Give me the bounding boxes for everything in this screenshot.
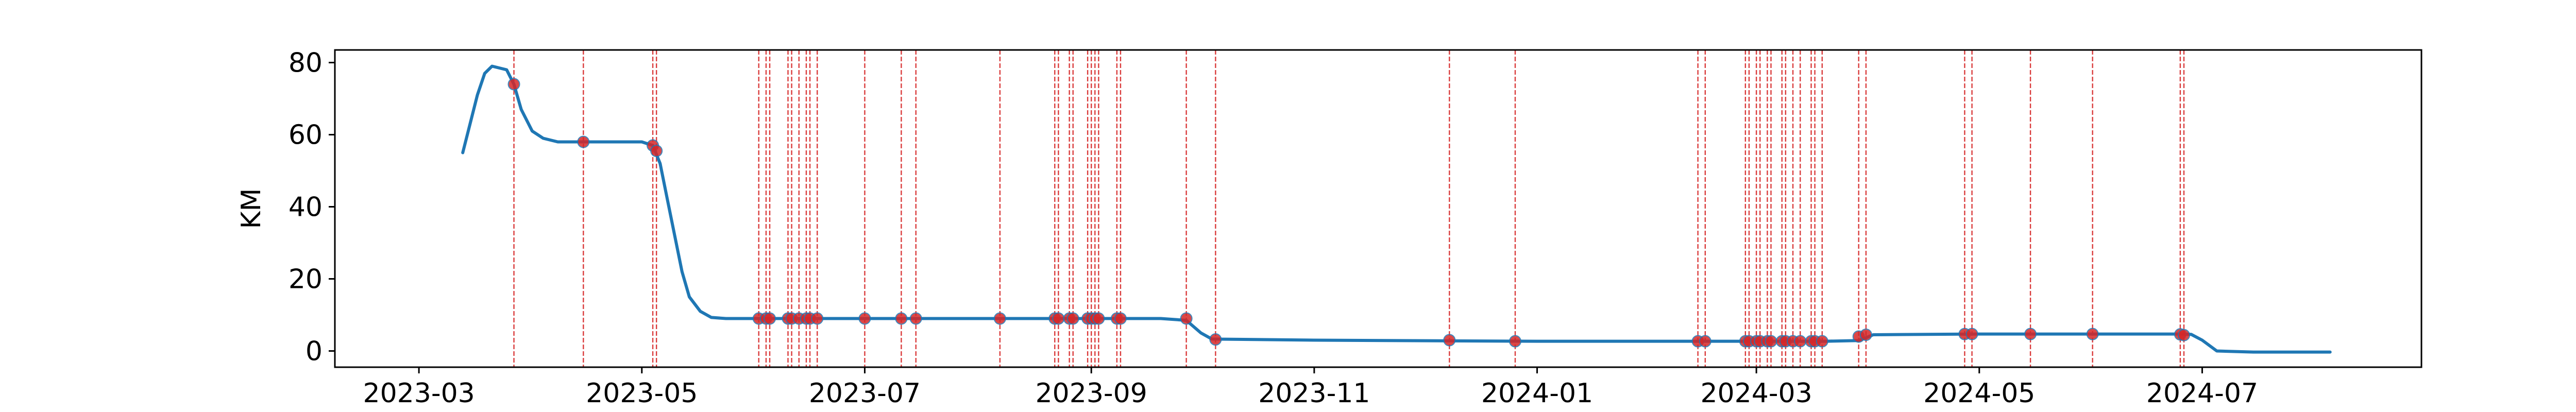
data-marker: [1816, 335, 1828, 348]
x-axis: 2023-03 2023-05 2023-07 2023-09 2023-11 2024-…: [363, 367, 2258, 409]
data-marker: [1699, 335, 1711, 348]
markers: [507, 78, 2190, 348]
data-marker: [993, 312, 1006, 325]
y-tick-label: 60: [289, 120, 323, 151]
series-layer: [461, 64, 2332, 354]
data-marker: [1209, 333, 1222, 346]
x-tick-label: 2023-07: [809, 378, 921, 409]
data-marker: [1052, 312, 1065, 325]
x-tick-label: 2023-05: [586, 378, 698, 409]
x-tick-label: 2024-03: [1700, 378, 1812, 409]
data-marker: [2024, 328, 2037, 340]
series-line: [461, 64, 2332, 354]
data-marker: [650, 145, 663, 157]
y-tick-label: 80: [289, 48, 323, 79]
data-marker: [1859, 329, 1872, 341]
data-marker: [1765, 335, 1777, 348]
x-tick-label: 2023-03: [363, 378, 474, 409]
x-tick-label: 2024-07: [2146, 378, 2258, 409]
data-marker: [1965, 328, 1978, 340]
data-marker: [507, 78, 520, 91]
data-marker: [2086, 328, 2099, 340]
y-tick-label: 0: [306, 336, 323, 367]
data-marker: [1066, 312, 1079, 325]
data-marker: [858, 312, 871, 325]
x-tick-label: 2023-09: [1036, 378, 1147, 409]
data-marker: [577, 135, 590, 148]
data-marker: [1443, 334, 1456, 347]
x-tick-label: 2024-01: [1481, 378, 1593, 409]
data-marker: [1180, 312, 1193, 325]
data-marker: [1794, 335, 1807, 348]
plot-frame: [334, 49, 2422, 368]
data-marker: [895, 312, 908, 325]
y-tick-label: 20: [289, 264, 323, 295]
data-marker: [909, 312, 922, 325]
data-marker: [1509, 335, 1521, 348]
y-axis: 0 20 40 60 80: [289, 48, 335, 367]
y-axis-label: KM: [236, 188, 267, 229]
x-tick-label: 2024-05: [1923, 378, 2035, 409]
data-marker: [2177, 329, 2190, 341]
data-marker: [1114, 312, 1127, 325]
y-tick-label: 40: [289, 192, 323, 223]
data-marker: [811, 312, 824, 325]
x-tick-label: 2023-11: [1258, 378, 1370, 409]
data-marker: [764, 312, 776, 325]
data-marker: [1092, 312, 1105, 325]
